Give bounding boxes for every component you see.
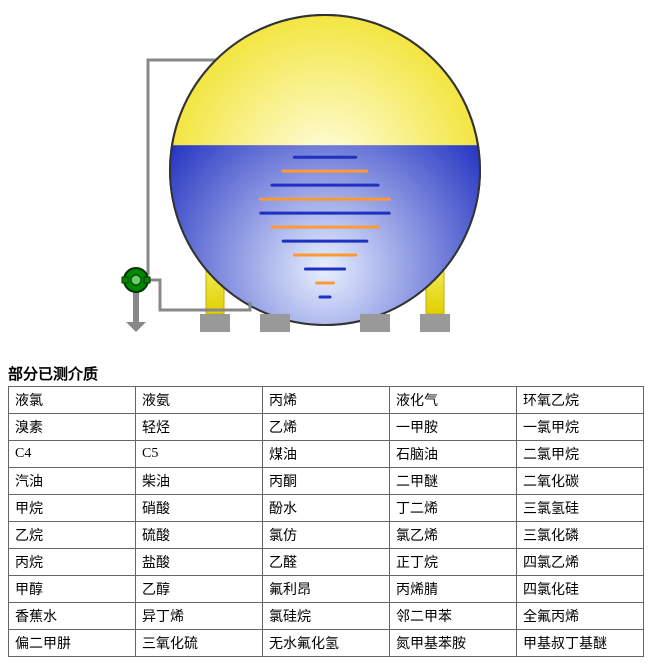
table-cell: 丙烯 <box>263 387 390 414</box>
table-cell: C4 <box>9 441 136 468</box>
table-cell: 一甲胺 <box>390 414 517 441</box>
table-row: C4C5煤油石脑油二氯甲烷 <box>9 441 644 468</box>
table-cell: 二甲醚 <box>390 468 517 495</box>
table-cell: 溴素 <box>9 414 136 441</box>
table-cell: 氯硅烷 <box>263 603 390 630</box>
table-cell: 液氯 <box>9 387 136 414</box>
tank-diagram <box>0 0 652 355</box>
table-cell: 乙烯 <box>263 414 390 441</box>
table-cell: 乙烷 <box>9 522 136 549</box>
table-cell: 二氯甲烷 <box>517 441 644 468</box>
table-cell: 氯乙烯 <box>390 522 517 549</box>
table-row: 液氯液氨丙烯液化气环氧乙烷 <box>9 387 644 414</box>
table-cell: 氮甲基苯胺 <box>390 630 517 657</box>
table-cell: 丙酮 <box>263 468 390 495</box>
media-table-section: 部分已测介质 液氯液氨丙烯液化气环氧乙烷溴素轻烃乙烯一甲胺一氯甲烷C4C5煤油石… <box>0 355 652 665</box>
table-cell: 一氯甲烷 <box>517 414 644 441</box>
tank-svg <box>0 0 652 355</box>
table-cell: 偏二甲肼 <box>9 630 136 657</box>
table-row: 甲烷硝酸酚水丁二烯三氯氢硅 <box>9 495 644 522</box>
table-cell: 盐酸 <box>136 549 263 576</box>
table-row: 偏二甲肼三氧化硫无水氟化氢氮甲基苯胺甲基叔丁基醚 <box>9 630 644 657</box>
table-cell: 三氯化磷 <box>517 522 644 549</box>
media-table: 液氯液氨丙烯液化气环氧乙烷溴素轻烃乙烯一甲胺一氯甲烷C4C5煤油石脑油二氯甲烷汽… <box>8 386 644 657</box>
table-cell: 四氯乙烯 <box>517 549 644 576</box>
table-title: 部分已测介质 <box>8 363 644 384</box>
table-cell: C5 <box>136 441 263 468</box>
table-cell: 甲烷 <box>9 495 136 522</box>
table-cell: 柴油 <box>136 468 263 495</box>
table-cell: 酚水 <box>263 495 390 522</box>
table-cell: 轻烃 <box>136 414 263 441</box>
table-cell: 全氟丙烯 <box>517 603 644 630</box>
table-row: 丙烷盐酸乙醛正丁烷四氯乙烯 <box>9 549 644 576</box>
table-row: 香蕉水异丁烯氯硅烷邻二甲苯全氟丙烯 <box>9 603 644 630</box>
table-cell: 香蕉水 <box>9 603 136 630</box>
table-cell: 煤油 <box>263 441 390 468</box>
table-cell: 丙烯腈 <box>390 576 517 603</box>
table-row: 汽油柴油丙酮二甲醚二氧化碳 <box>9 468 644 495</box>
table-cell: 液化气 <box>390 387 517 414</box>
table-cell: 甲醇 <box>9 576 136 603</box>
table-cell: 四氯化硅 <box>517 576 644 603</box>
table-cell: 汽油 <box>9 468 136 495</box>
table-cell: 氟利昂 <box>263 576 390 603</box>
table-cell: 三氧化硫 <box>136 630 263 657</box>
table-cell: 异丁烯 <box>136 603 263 630</box>
table-cell: 甲基叔丁基醚 <box>517 630 644 657</box>
table-cell: 乙醇 <box>136 576 263 603</box>
table-cell: 液氨 <box>136 387 263 414</box>
table-cell: 硝酸 <box>136 495 263 522</box>
table-cell: 氯仿 <box>263 522 390 549</box>
table-cell: 丙烷 <box>9 549 136 576</box>
table-row: 甲醇乙醇氟利昂丙烯腈四氯化硅 <box>9 576 644 603</box>
table-cell: 环氧乙烷 <box>517 387 644 414</box>
table-row: 乙烷硫酸氯仿氯乙烯三氯化磷 <box>9 522 644 549</box>
table-cell: 乙醛 <box>263 549 390 576</box>
table-cell: 二氧化碳 <box>517 468 644 495</box>
table-cell: 三氯氢硅 <box>517 495 644 522</box>
table-row: 溴素轻烃乙烯一甲胺一氯甲烷 <box>9 414 644 441</box>
table-cell: 无水氟化氢 <box>263 630 390 657</box>
table-cell: 丁二烯 <box>390 495 517 522</box>
table-cell: 正丁烷 <box>390 549 517 576</box>
table-cell: 邻二甲苯 <box>390 603 517 630</box>
table-cell: 硫酸 <box>136 522 263 549</box>
table-cell: 石脑油 <box>390 441 517 468</box>
